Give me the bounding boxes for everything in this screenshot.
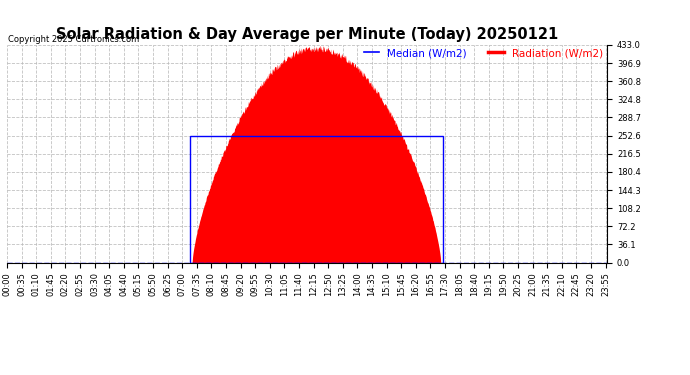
Text: Copyright 2025 Curtronics.com: Copyright 2025 Curtronics.com	[8, 35, 139, 44]
Bar	[190, 136, 443, 262]
Title: Solar Radiation & Day Average per Minute (Today) 20250121: Solar Radiation & Day Average per Minute…	[56, 27, 558, 42]
Legend: Median (W/m2), Radiation (W/m2): Median (W/m2), Radiation (W/m2)	[359, 44, 607, 62]
